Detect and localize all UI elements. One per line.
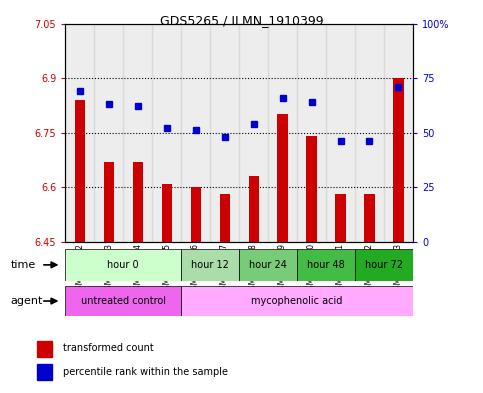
Bar <box>239 24 268 242</box>
Bar <box>384 24 413 242</box>
Bar <box>355 249 413 281</box>
Bar <box>297 24 326 242</box>
Text: agent: agent <box>11 296 43 306</box>
Text: hour 12: hour 12 <box>191 260 229 270</box>
Text: time: time <box>11 260 36 270</box>
Text: GDS5265 / ILMN_1910399: GDS5265 / ILMN_1910399 <box>160 14 323 27</box>
Bar <box>181 249 239 281</box>
Bar <box>278 114 288 242</box>
Bar <box>161 184 172 242</box>
Bar <box>65 249 181 281</box>
Text: hour 72: hour 72 <box>365 260 403 270</box>
Text: hour 24: hour 24 <box>249 260 287 270</box>
Bar <box>268 24 297 242</box>
Bar <box>326 24 355 242</box>
Bar <box>394 78 404 242</box>
Text: untreated control: untreated control <box>81 296 166 306</box>
Bar <box>307 136 317 242</box>
Bar <box>210 24 239 242</box>
Bar <box>94 24 123 242</box>
Bar <box>249 176 259 242</box>
Bar <box>133 162 143 242</box>
Text: percentile rank within the sample: percentile rank within the sample <box>63 367 228 377</box>
Bar <box>65 286 181 316</box>
Text: hour 48: hour 48 <box>307 260 345 270</box>
Bar <box>297 249 355 281</box>
Text: transformed count: transformed count <box>63 343 154 353</box>
Bar <box>123 24 152 242</box>
Bar <box>37 364 53 380</box>
Bar <box>37 341 53 357</box>
Bar <box>65 24 94 242</box>
Bar <box>220 195 230 242</box>
Bar <box>239 249 297 281</box>
Bar <box>181 24 210 242</box>
Text: hour 0: hour 0 <box>107 260 139 270</box>
Bar <box>355 24 384 242</box>
Text: mycophenolic acid: mycophenolic acid <box>251 296 343 306</box>
Bar <box>365 195 375 242</box>
Bar <box>190 187 201 242</box>
Bar <box>181 286 413 316</box>
Bar <box>152 24 181 242</box>
Bar <box>335 195 345 242</box>
Bar <box>103 162 114 242</box>
Bar <box>74 100 85 242</box>
